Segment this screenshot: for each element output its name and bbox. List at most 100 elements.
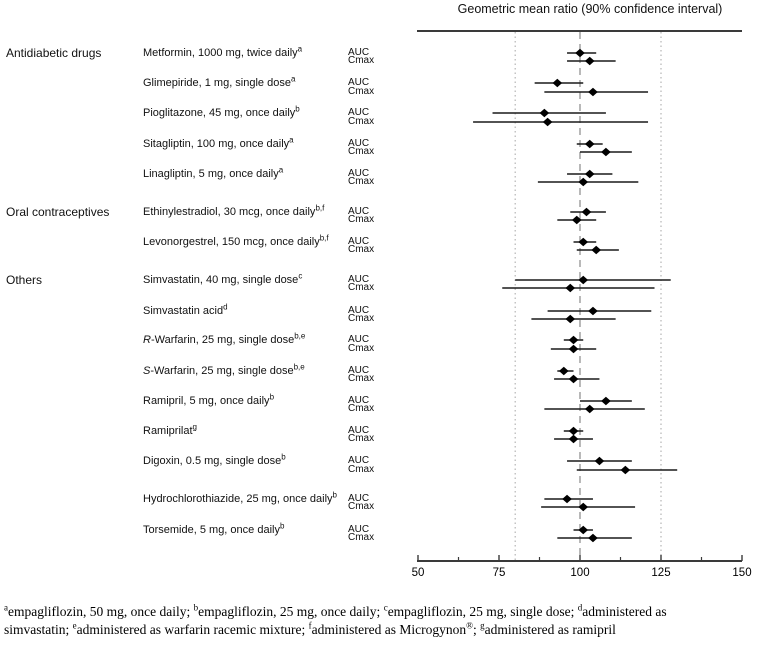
point-marker-auc	[581, 207, 592, 217]
cmax-row-label: Cmax	[348, 433, 375, 444]
cmax-row-label: Cmax	[348, 55, 375, 66]
footnote: aempagliflozin, 50 mg, once daily; bempa…	[4, 603, 760, 639]
auc-row-label: AUC	[348, 236, 370, 247]
point-marker-auc	[584, 139, 595, 149]
auc-row-label: AUC	[348, 524, 370, 535]
drug-label: Simvastatin, 40 mg, single dosec	[143, 271, 303, 286]
auc-row-label: AUC	[348, 334, 370, 345]
footnote-marker: b,e	[293, 362, 305, 372]
drug-label: Ramipril, 5 mg, once dailyb	[143, 392, 275, 407]
footnote-superscript: c	[383, 602, 388, 613]
point-marker-auc	[568, 335, 579, 345]
footnote-superscript: g	[480, 620, 485, 631]
point-marker-cmax	[571, 215, 582, 225]
auc-row-label: AUC	[348, 455, 370, 466]
footnote-superscript: a	[4, 602, 8, 613]
footnote-marker: b,f	[319, 233, 329, 243]
drug-label: Levonorgestrel, 150 mcg, once dailyb,f	[143, 233, 329, 248]
point-marker-auc	[575, 48, 585, 58]
point-marker-auc	[578, 275, 589, 285]
point-marker-cmax	[591, 245, 601, 255]
point-marker-auc	[594, 456, 605, 466]
auc-row-label: AUC	[348, 425, 370, 436]
auc-row-label: AUC	[348, 47, 370, 58]
category-label-antidiabetic-drugs: Antidiabetic drugs	[6, 46, 102, 60]
point-marker-auc	[601, 396, 611, 406]
drug-label: Digoxin, 0.5 mg, single doseb	[143, 452, 286, 467]
footnote-marker: b	[279, 521, 285, 531]
cmax-row-label: Cmax	[348, 532, 375, 543]
chart-title: Geometric mean ratio (90% confidence int…	[457, 2, 723, 16]
footnote-marker: a	[289, 135, 294, 145]
auc-row-label: AUC	[348, 274, 370, 285]
auc-row-label: AUC	[348, 107, 370, 118]
x-axis-tick-label: 125	[651, 567, 670, 579]
footnote-line: aempagliflozin, 50 mg, once daily; bempa…	[4, 602, 667, 619]
point-marker-auc	[562, 494, 572, 504]
footnote-marker: b	[281, 452, 286, 462]
drug-label: Hydrochlorothiazide, 25 mg, once dailyb	[143, 490, 337, 505]
footnote-marker: a	[278, 165, 284, 175]
drug-label: Ethinylestradiol, 30 mcg, once dailyb,f	[143, 203, 325, 218]
cmax-row-label: Cmax	[348, 146, 375, 157]
drug-label: Linagliptin, 5 mg, once dailya	[143, 165, 284, 180]
cmax-row-label: Cmax	[348, 373, 375, 384]
point-marker-cmax	[568, 434, 579, 444]
footnote-superscript: e	[72, 620, 77, 631]
point-marker-cmax	[588, 533, 598, 543]
drug-label: Glimepiride, 1 mg, single dosea	[143, 74, 296, 89]
cmax-row-label: Cmax	[348, 214, 375, 225]
point-marker-auc	[568, 426, 579, 436]
point-marker-cmax	[588, 87, 598, 97]
drug-label: Ramiprilatg	[143, 422, 197, 437]
cmax-row-label: Cmax	[348, 313, 375, 324]
footnote-superscript: b	[193, 602, 199, 613]
point-marker-auc	[552, 78, 563, 88]
drug-label: Pioglitazone, 45 mg, once dailyb	[143, 104, 300, 119]
footnote-marker: a	[297, 44, 303, 54]
cmax-row-label: Cmax	[348, 343, 375, 354]
point-marker-cmax	[578, 502, 589, 512]
category-label-others: Others	[6, 273, 43, 287]
cmax-row-label: Cmax	[348, 116, 375, 127]
point-marker-cmax	[601, 147, 611, 157]
category-label-oral-contraceptives: Oral contraceptives	[6, 205, 110, 219]
auc-row-label: AUC	[348, 206, 370, 217]
footnote-line: simvastatin; eadministered as warfarin r…	[4, 620, 616, 637]
x-axis-tick-label: 150	[732, 567, 751, 579]
footnote-superscript: f	[308, 620, 312, 631]
point-marker-cmax	[584, 56, 595, 66]
x-axis-tick-label: 75	[493, 567, 506, 579]
auc-row-label: AUC	[348, 365, 370, 376]
point-marker-cmax	[584, 404, 595, 414]
point-marker-cmax	[578, 177, 589, 187]
point-marker-auc	[559, 366, 569, 376]
footnote-marker: g	[192, 422, 197, 432]
drug-label: Metformin, 1000 mg, twice dailya	[143, 44, 303, 59]
point-marker-cmax	[565, 314, 576, 324]
footnote-marker: a	[290, 74, 296, 84]
point-marker-cmax	[565, 283, 576, 293]
point-marker-cmax	[568, 374, 579, 384]
drug-label: Simvastatin acidd	[143, 302, 228, 317]
auc-row-label: AUC	[348, 493, 370, 504]
point-marker-auc	[578, 525, 589, 535]
point-marker-auc	[578, 237, 589, 247]
cmax-row-label: Cmax	[348, 244, 375, 255]
footnote-marker: c	[298, 271, 303, 281]
point-marker-auc	[588, 306, 598, 316]
footnote-superscript: ®	[466, 620, 473, 631]
auc-row-label: AUC	[348, 168, 370, 179]
drug-label: Torsemide, 5 mg, once dailyb	[143, 521, 285, 536]
footnote-superscript: d	[577, 602, 583, 613]
footnote-marker: b	[269, 392, 275, 402]
cmax-row-label: Cmax	[348, 403, 375, 414]
point-marker-cmax	[620, 465, 631, 475]
cmax-row-label: Cmax	[348, 464, 375, 475]
x-axis-tick-label: 50	[412, 567, 425, 579]
footnote-marker: b,e	[294, 331, 306, 341]
italic-enantiomer-prefix: S	[143, 365, 151, 377]
point-marker-auc	[584, 169, 595, 179]
auc-row-label: AUC	[348, 138, 370, 149]
